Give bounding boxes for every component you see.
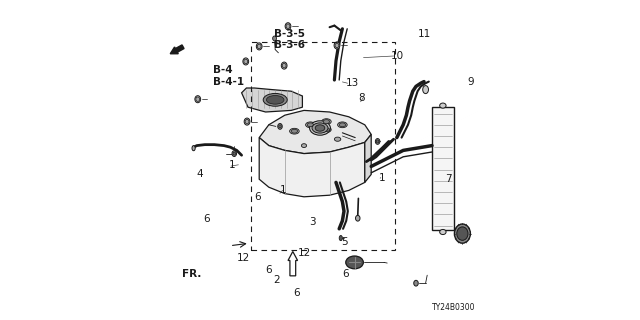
Ellipse shape	[245, 119, 249, 124]
Text: B-4-1: B-4-1	[212, 76, 244, 87]
Ellipse shape	[289, 128, 300, 134]
Text: B-3-5: B-3-5	[274, 28, 305, 39]
Text: 12: 12	[298, 248, 311, 258]
Ellipse shape	[266, 96, 284, 104]
Text: B-4: B-4	[212, 65, 232, 76]
Ellipse shape	[243, 58, 248, 65]
Ellipse shape	[356, 215, 360, 221]
Ellipse shape	[321, 119, 332, 124]
Ellipse shape	[310, 121, 330, 135]
Text: 6: 6	[204, 214, 210, 224]
Ellipse shape	[301, 144, 307, 148]
Polygon shape	[259, 110, 371, 154]
Ellipse shape	[335, 43, 339, 48]
Bar	[432, 107, 454, 230]
Ellipse shape	[334, 42, 340, 49]
Text: 6: 6	[342, 268, 349, 279]
Bar	[251, 42, 396, 250]
Text: 10: 10	[390, 51, 404, 61]
Ellipse shape	[278, 124, 282, 129]
Ellipse shape	[457, 227, 468, 240]
Ellipse shape	[346, 256, 364, 269]
Text: 7: 7	[445, 174, 451, 184]
Ellipse shape	[339, 236, 342, 241]
Ellipse shape	[312, 123, 328, 133]
Ellipse shape	[256, 43, 262, 50]
Ellipse shape	[233, 152, 236, 155]
Ellipse shape	[375, 139, 380, 144]
Ellipse shape	[323, 128, 330, 132]
FancyArrow shape	[288, 252, 298, 276]
Ellipse shape	[286, 24, 290, 28]
FancyArrow shape	[170, 45, 184, 54]
Text: 12: 12	[237, 252, 250, 263]
Ellipse shape	[244, 59, 248, 64]
Polygon shape	[365, 134, 371, 182]
Ellipse shape	[291, 129, 298, 133]
Text: 8: 8	[358, 92, 365, 103]
Text: 1: 1	[380, 172, 386, 183]
Text: TY24B0300: TY24B0300	[432, 303, 475, 312]
Ellipse shape	[440, 229, 446, 235]
Text: 11: 11	[418, 28, 431, 39]
Ellipse shape	[232, 151, 237, 156]
Ellipse shape	[257, 44, 261, 49]
Text: 6: 6	[254, 192, 261, 202]
Text: 2: 2	[274, 275, 280, 285]
Text: 3: 3	[309, 217, 316, 228]
Ellipse shape	[376, 140, 379, 143]
Text: 1: 1	[229, 160, 236, 170]
Ellipse shape	[263, 93, 287, 106]
Text: 6: 6	[266, 265, 272, 276]
Ellipse shape	[192, 146, 195, 151]
Ellipse shape	[244, 118, 250, 125]
Ellipse shape	[305, 122, 315, 128]
Ellipse shape	[273, 36, 276, 41]
Polygon shape	[366, 139, 394, 162]
Ellipse shape	[315, 125, 325, 131]
Ellipse shape	[307, 123, 314, 127]
Text: FR.: FR.	[182, 268, 201, 279]
Ellipse shape	[285, 23, 291, 30]
Ellipse shape	[196, 97, 200, 101]
Ellipse shape	[282, 62, 287, 69]
Ellipse shape	[195, 96, 201, 103]
Polygon shape	[259, 138, 365, 197]
Ellipse shape	[323, 120, 330, 124]
Ellipse shape	[335, 137, 341, 141]
Ellipse shape	[414, 280, 419, 286]
Text: 13: 13	[346, 78, 359, 88]
Ellipse shape	[321, 127, 332, 132]
Ellipse shape	[339, 123, 346, 127]
Ellipse shape	[454, 224, 470, 243]
Ellipse shape	[279, 125, 282, 128]
Polygon shape	[242, 88, 302, 112]
Text: 9: 9	[467, 76, 474, 87]
Ellipse shape	[440, 103, 446, 108]
Text: 5: 5	[340, 236, 348, 247]
Ellipse shape	[422, 86, 429, 94]
Ellipse shape	[338, 122, 347, 128]
Text: 4: 4	[197, 169, 204, 180]
Text: B-3-6: B-3-6	[274, 40, 305, 50]
Ellipse shape	[282, 63, 286, 68]
Text: 6: 6	[292, 288, 300, 298]
Text: 1: 1	[280, 185, 287, 196]
